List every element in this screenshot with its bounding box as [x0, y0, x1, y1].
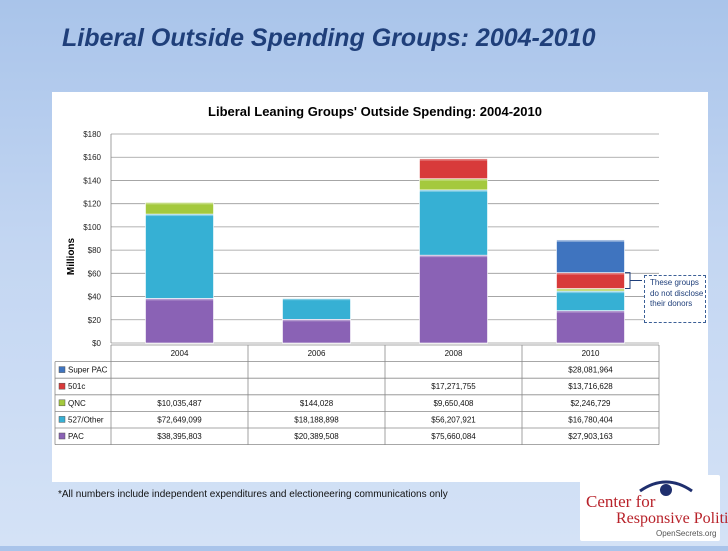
table-cell-value: $27,903,163: [568, 432, 613, 441]
callout-bracket: [625, 272, 642, 290]
bar-highlight: [556, 310, 625, 313]
table-cell-value: $2,246,729: [570, 399, 611, 408]
legend-swatch: [58, 382, 66, 390]
bar-highlight: [282, 298, 351, 301]
x-category-label: 2006: [308, 349, 326, 358]
y-tick-label: $60: [88, 269, 102, 278]
bar-segment: [145, 202, 214, 215]
table-cell-value: $18,188,898: [294, 415, 339, 424]
table-cell-value: $16,780,404: [568, 415, 613, 424]
y-tick-label: $20: [88, 316, 102, 325]
x-category-label: 2008: [445, 349, 463, 358]
bar-segment: [419, 254, 488, 344]
x-category-label: 2010: [582, 349, 600, 358]
table-cell-value: $17,271,755: [431, 382, 476, 391]
legend-label: PAC: [68, 432, 84, 441]
bar-highlight: [419, 189, 488, 192]
logo-line-1: Center for: [586, 492, 656, 511]
bar-segment: [556, 310, 625, 344]
table-cell-value: $20,389,508: [294, 432, 339, 441]
legend-swatch: [58, 416, 66, 423]
bar-highlight: [282, 298, 351, 299]
bar-highlight: [419, 255, 488, 258]
y-tick-label: $80: [88, 246, 102, 255]
table-cell-value: $75,660,084: [431, 432, 476, 441]
bar-highlight: [145, 298, 214, 301]
bar-segment: [282, 297, 351, 320]
bar-segment: [419, 158, 488, 179]
table-cell-value: $38,395,803: [157, 432, 202, 441]
logo-line-3: OpenSecrets.org: [656, 529, 717, 538]
y-tick-label: $180: [83, 130, 101, 139]
table-cell-value: $9,650,408: [433, 399, 474, 408]
bar-segment: [282, 319, 351, 344]
legend-label: 501c: [68, 382, 85, 391]
footnote: *All numbers include independent expendi…: [58, 489, 448, 500]
y-tick-label: $120: [83, 200, 101, 209]
legend-label: Super PAC: [68, 366, 108, 375]
x-category-label: 2004: [171, 349, 189, 358]
eye-icon: [639, 480, 693, 496]
legend-swatch: [58, 432, 66, 440]
bar-segment: [282, 297, 351, 299]
table-cell-value: $72,649,099: [157, 415, 202, 424]
callout-box: These groups do not disclose their donor…: [644, 275, 706, 323]
bar-segment: [556, 239, 625, 273]
y-axis-label: Millions: [66, 237, 77, 275]
y-tick-label: $100: [83, 223, 101, 232]
bar-segment: [556, 290, 625, 311]
table-cell-value: $28,081,964: [568, 366, 613, 375]
table-cell-value: $56,207,921: [431, 415, 476, 424]
y-tick-label: $140: [83, 176, 101, 185]
bar-highlight: [556, 291, 625, 294]
bar-highlight: [556, 288, 625, 291]
legend-swatch: [58, 366, 66, 373]
bar-highlight: [556, 272, 625, 275]
bar-segment: [145, 213, 214, 299]
legend-label: QNC: [68, 399, 86, 408]
bar-highlight: [145, 214, 214, 217]
legend-swatch: [58, 399, 66, 407]
table-cell-value: $144,028: [300, 399, 334, 408]
chart-title: Liberal Leaning Groups' Outside Spending…: [208, 104, 542, 119]
table-cell-value: $13,716,628: [568, 382, 613, 391]
bar-highlight: [419, 178, 488, 181]
crp-logo: Center for Responsive Politics OpenSecre…: [580, 475, 728, 541]
bar-highlight: [556, 239, 625, 242]
legend-label: 527/Other: [68, 415, 104, 424]
bar-segment: [145, 298, 214, 344]
table-cell-value: $10,035,487: [157, 399, 202, 408]
logo-line-2: Responsive Politics: [616, 510, 728, 527]
slide-title: Liberal Outside Spending Groups: 2004-20…: [62, 24, 596, 52]
y-tick-label: $40: [88, 293, 102, 302]
bar-highlight: [419, 158, 488, 161]
bar-highlight: [145, 202, 214, 205]
bar-highlight: [282, 319, 351, 322]
y-tick-label: $0: [92, 339, 101, 348]
bar-segment: [556, 272, 625, 289]
bar-segment: [419, 189, 488, 256]
y-tick-label: $160: [83, 153, 101, 162]
